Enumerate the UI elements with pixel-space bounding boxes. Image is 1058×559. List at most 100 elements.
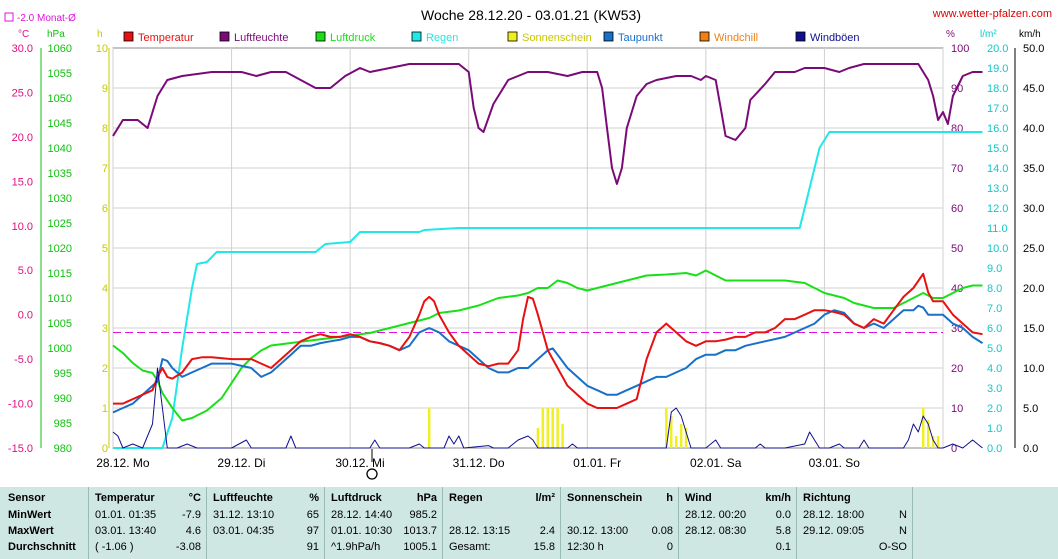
sun-tick-label: 3 bbox=[102, 323, 108, 335]
sun-tick-label: 6 bbox=[102, 203, 108, 215]
pressure-tick-label: 1010 bbox=[48, 293, 72, 305]
pressure-tick-label: 1030 bbox=[48, 193, 72, 205]
wind-tick-label: 35.0 bbox=[1023, 163, 1044, 175]
rain-tick-label: 20.0 bbox=[987, 43, 1008, 55]
stats-max: 1013.7 bbox=[403, 525, 437, 537]
stats-min-time: 28.12. 14:40 bbox=[331, 509, 393, 521]
series-line-temperatur bbox=[113, 272, 983, 409]
stats-avg-note: ( -1.06 ) bbox=[95, 541, 134, 553]
sunshine-bar bbox=[679, 424, 683, 448]
sun-tick-label: 2 bbox=[102, 363, 108, 375]
stats-col-direction: Richtung 28.12. 18:00 N 29.12. 09:05 N O-S… bbox=[796, 487, 913, 559]
stats-head: Temperatur bbox=[95, 492, 155, 504]
x-tick-label: 02.01. Sa bbox=[690, 456, 742, 470]
sun-tick-label: 8 bbox=[102, 123, 108, 135]
x-tick-label: 31.12. Do bbox=[453, 456, 505, 470]
sunshine-bar bbox=[551, 408, 554, 448]
legend-label: Windböen bbox=[810, 32, 860, 44]
stats-col-temperature: Temperatur °C 01.01. 01:35 -7.9 03.01. 13:… bbox=[88, 487, 207, 559]
sun-tick-label: 0 bbox=[102, 443, 108, 455]
stats-avg-note: Gesamt: bbox=[449, 541, 491, 553]
temp-tick-label: 5.0 bbox=[18, 265, 33, 277]
stats-max: 5.8 bbox=[775, 525, 791, 537]
stats-unit: km/h bbox=[765, 492, 791, 504]
rain-tick-label: 3.0 bbox=[987, 383, 1002, 395]
stats-head: Luftfeuchte bbox=[213, 492, 273, 504]
rain-tick-label: 5.0 bbox=[987, 343, 1002, 355]
rain-tick-label: 17.0 bbox=[987, 103, 1008, 115]
legend-swatch-icon bbox=[315, 31, 326, 42]
stats-max: 2.4 bbox=[539, 525, 555, 537]
unit-pct: % bbox=[946, 29, 955, 40]
pressure-tick-label: 1020 bbox=[48, 243, 72, 255]
stats-min-time: 28.12. 00:20 bbox=[685, 509, 747, 521]
sunshine-bar bbox=[936, 436, 940, 448]
sun-tick-label: 9 bbox=[102, 83, 108, 95]
humidity-tick-label: 10 bbox=[951, 403, 963, 415]
avg-marker-icon bbox=[4, 12, 14, 22]
humidity-tick-label: 0 bbox=[951, 443, 957, 455]
pressure-tick-label: 1045 bbox=[48, 118, 72, 130]
site-link[interactable]: www.wetter-pfalzen.com bbox=[932, 8, 1052, 20]
stats-max-time: 28.12. 13:15 bbox=[449, 525, 511, 537]
legend-label: Regen bbox=[426, 32, 458, 44]
sunshine-bar bbox=[561, 424, 564, 448]
legend-swatch-icon bbox=[699, 31, 710, 42]
legend-label: Taupunkt bbox=[618, 32, 663, 44]
stats-head: Richtung bbox=[803, 492, 851, 504]
pressure-tick-label: 1040 bbox=[48, 143, 72, 155]
stats-row-min: MinWert bbox=[8, 509, 52, 521]
sunshine-bar bbox=[931, 436, 935, 448]
stats-table: Sensor MinWert MaxWert Durchschnitt Temp… bbox=[0, 487, 1058, 559]
rain-tick-label: 18.0 bbox=[987, 83, 1008, 95]
stats-unit: h bbox=[666, 492, 673, 504]
wind-tick-label: 40.0 bbox=[1023, 123, 1044, 135]
stats-head: Wind bbox=[685, 492, 712, 504]
sun-tick-label: 5 bbox=[102, 243, 108, 255]
pressure-tick-label: 985 bbox=[54, 418, 72, 430]
wind-tick-label: 5.0 bbox=[1023, 403, 1038, 415]
unit-lm2: l/m² bbox=[980, 29, 997, 40]
axes: 30.025.020.015.010.05.00.0-5.0-10.0-15.0… bbox=[8, 43, 1045, 470]
rain-tick-label: 10.0 bbox=[987, 243, 1008, 255]
stats-col-empty bbox=[912, 487, 1058, 559]
rain-tick-label: 16.0 bbox=[987, 123, 1008, 135]
unit-kmh: km/h bbox=[1019, 29, 1041, 40]
pressure-tick-label: 1005 bbox=[48, 318, 72, 330]
stats-unit: hPa bbox=[416, 492, 437, 504]
sunshine-bar bbox=[536, 428, 540, 448]
stats-row-max: MaxWert bbox=[8, 525, 54, 537]
legend-swatch-icon bbox=[795, 31, 806, 42]
temp-tick-label: -15.0 bbox=[8, 443, 33, 455]
stats-unit: °C bbox=[188, 492, 201, 504]
x-tick-label: 29.12. Di bbox=[217, 456, 265, 470]
sun-tick-label: 1 bbox=[102, 403, 108, 415]
stats-col-pressure: Luftdruck hPa 28.12. 14:40 985.2 01.01. 10… bbox=[324, 487, 443, 559]
pressure-tick-label: 980 bbox=[54, 443, 72, 455]
humidity-tick-label: 80 bbox=[951, 123, 963, 135]
stats-max: 0.08 bbox=[651, 525, 673, 537]
legend-swatch-icon bbox=[507, 31, 518, 42]
x-tick-label: 01.01. Fr bbox=[573, 456, 621, 470]
legend-swatch-icon bbox=[603, 31, 614, 42]
legend-swatch-icon bbox=[123, 31, 134, 42]
rain-tick-label: 14.0 bbox=[987, 163, 1008, 175]
stats-min: 985.2 bbox=[409, 509, 437, 521]
avg-marker-label: -2.0 Monat-Ø bbox=[17, 13, 76, 24]
stats-head: Luftdruck bbox=[331, 492, 382, 504]
stats-col-wind: Wind km/h 28.12. 00:20 0.0 28.12. 08:30 5.8… bbox=[678, 487, 797, 559]
rain-tick-label: 7.0 bbox=[987, 303, 1002, 315]
humidity-tick-label: 50 bbox=[951, 243, 963, 255]
legend-swatch-icon bbox=[219, 31, 230, 42]
wind-tick-label: 20.0 bbox=[1023, 283, 1044, 295]
stats-max-time: 01.01. 10:30 bbox=[331, 525, 393, 537]
unit-h: h bbox=[97, 29, 103, 40]
stats-unit: % bbox=[309, 492, 319, 504]
temp-tick-label: 0.0 bbox=[18, 310, 33, 322]
pressure-tick-label: 990 bbox=[54, 393, 72, 405]
stats-avg-note: ^1.9hPa/h bbox=[331, 541, 381, 553]
stats-col-rain: Regen l/m² 28.12. 13:15 2.4 Gesamt: 15.8 bbox=[442, 487, 561, 559]
rain-tick-label: 15.0 bbox=[987, 143, 1008, 155]
humidity-tick-label: 100 bbox=[951, 43, 969, 55]
pressure-tick-label: 995 bbox=[54, 368, 72, 380]
